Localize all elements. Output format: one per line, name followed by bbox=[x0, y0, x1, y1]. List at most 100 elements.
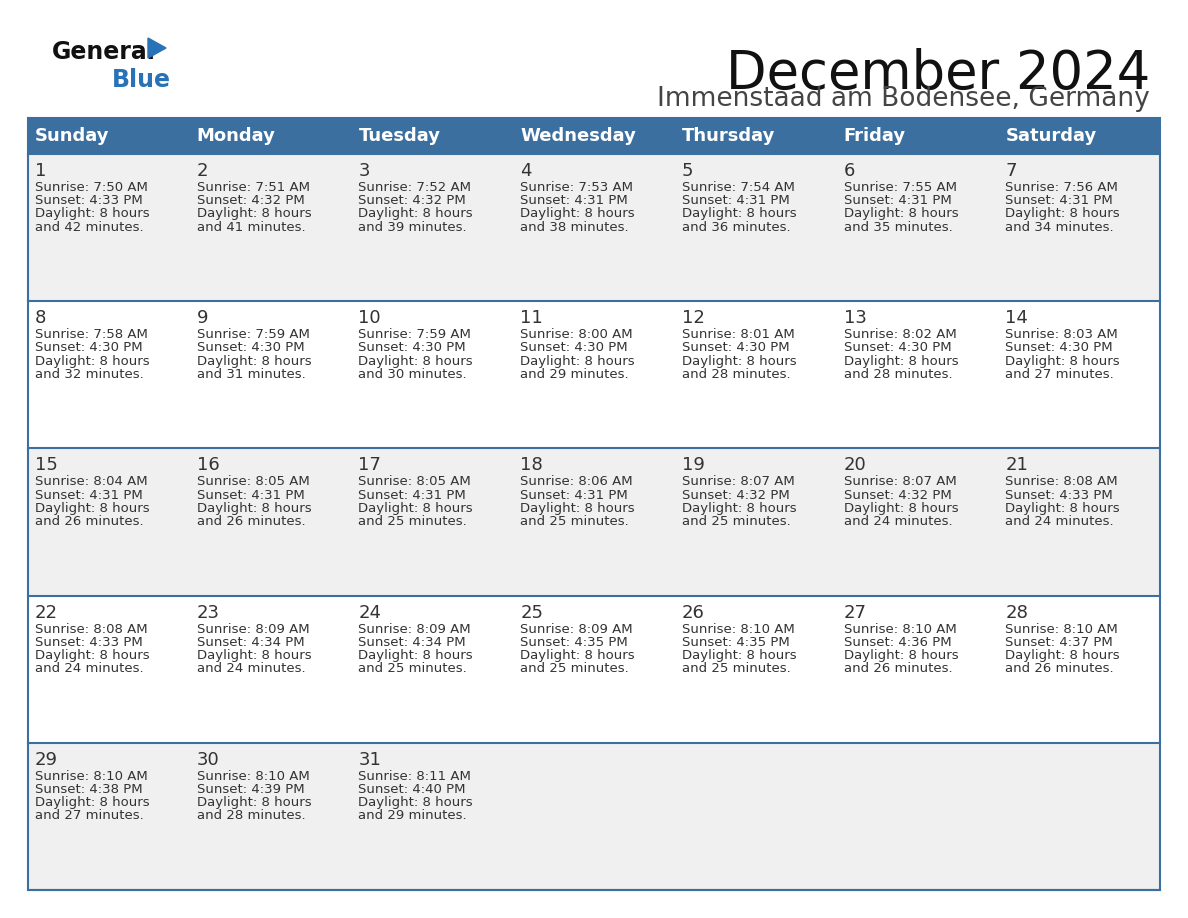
Text: Sunset: 4:30 PM: Sunset: 4:30 PM bbox=[359, 341, 466, 354]
Text: Daylight: 8 hours: Daylight: 8 hours bbox=[34, 354, 150, 367]
Text: Sunrise: 8:00 AM: Sunrise: 8:00 AM bbox=[520, 329, 633, 341]
Text: Sunrise: 7:56 AM: Sunrise: 7:56 AM bbox=[1005, 181, 1118, 194]
Text: and 25 minutes.: and 25 minutes. bbox=[520, 662, 628, 676]
Text: Sunset: 4:33 PM: Sunset: 4:33 PM bbox=[34, 636, 143, 649]
Text: Daylight: 8 hours: Daylight: 8 hours bbox=[359, 502, 473, 515]
Text: Sunrise: 8:01 AM: Sunrise: 8:01 AM bbox=[682, 329, 795, 341]
Text: and 42 minutes.: and 42 minutes. bbox=[34, 220, 144, 233]
Text: 20: 20 bbox=[843, 456, 866, 475]
Bar bbox=[836, 118, 998, 154]
Text: 31: 31 bbox=[359, 751, 381, 768]
Text: and 26 minutes.: and 26 minutes. bbox=[1005, 662, 1114, 676]
Text: Sunrise: 8:05 AM: Sunrise: 8:05 AM bbox=[359, 476, 472, 488]
Text: Thursday: Thursday bbox=[682, 127, 776, 145]
Text: December 2024: December 2024 bbox=[726, 48, 1150, 100]
Text: and 25 minutes.: and 25 minutes. bbox=[359, 515, 467, 528]
Text: Sunset: 4:35 PM: Sunset: 4:35 PM bbox=[520, 636, 628, 649]
Text: and 36 minutes.: and 36 minutes. bbox=[682, 220, 790, 233]
Text: and 30 minutes.: and 30 minutes. bbox=[359, 368, 467, 381]
Text: and 26 minutes.: and 26 minutes. bbox=[843, 662, 953, 676]
Text: Daylight: 8 hours: Daylight: 8 hours bbox=[520, 207, 634, 220]
Bar bbox=[513, 118, 675, 154]
Text: and 24 minutes.: and 24 minutes. bbox=[1005, 515, 1114, 528]
Text: Sunset: 4:31 PM: Sunset: 4:31 PM bbox=[520, 488, 628, 501]
Text: Sunrise: 7:58 AM: Sunrise: 7:58 AM bbox=[34, 329, 147, 341]
Text: Sunset: 4:32 PM: Sunset: 4:32 PM bbox=[843, 488, 952, 501]
Text: Sunset: 4:37 PM: Sunset: 4:37 PM bbox=[1005, 636, 1113, 649]
Text: Sunset: 4:32 PM: Sunset: 4:32 PM bbox=[682, 488, 790, 501]
Text: Sunset: 4:34 PM: Sunset: 4:34 PM bbox=[359, 636, 466, 649]
Text: Sunset: 4:31 PM: Sunset: 4:31 PM bbox=[520, 195, 628, 207]
Text: Sunset: 4:33 PM: Sunset: 4:33 PM bbox=[1005, 488, 1113, 501]
Text: Sunset: 4:31 PM: Sunset: 4:31 PM bbox=[1005, 195, 1113, 207]
Text: 25: 25 bbox=[520, 604, 543, 621]
Text: Sunrise: 8:05 AM: Sunrise: 8:05 AM bbox=[197, 476, 309, 488]
Text: 9: 9 bbox=[197, 309, 208, 327]
Bar bbox=[352, 118, 513, 154]
Text: and 28 minutes.: and 28 minutes. bbox=[682, 368, 790, 381]
Polygon shape bbox=[148, 38, 166, 58]
Text: Daylight: 8 hours: Daylight: 8 hours bbox=[1005, 649, 1120, 662]
Text: Daylight: 8 hours: Daylight: 8 hours bbox=[1005, 207, 1120, 220]
Text: Daylight: 8 hours: Daylight: 8 hours bbox=[520, 502, 634, 515]
Text: 10: 10 bbox=[359, 309, 381, 327]
Text: Sunrise: 8:07 AM: Sunrise: 8:07 AM bbox=[843, 476, 956, 488]
Text: Sunset: 4:31 PM: Sunset: 4:31 PM bbox=[34, 488, 143, 501]
Text: Friday: Friday bbox=[843, 127, 905, 145]
Text: 27: 27 bbox=[843, 604, 866, 621]
Text: Sunrise: 8:08 AM: Sunrise: 8:08 AM bbox=[34, 622, 147, 635]
Text: Sunrise: 8:06 AM: Sunrise: 8:06 AM bbox=[520, 476, 633, 488]
Text: Daylight: 8 hours: Daylight: 8 hours bbox=[843, 649, 959, 662]
Text: 13: 13 bbox=[843, 309, 866, 327]
Bar bbox=[29, 448, 1159, 596]
Text: 1: 1 bbox=[34, 162, 46, 180]
Text: Sunrise: 8:10 AM: Sunrise: 8:10 AM bbox=[34, 770, 147, 783]
Text: and 28 minutes.: and 28 minutes. bbox=[843, 368, 953, 381]
Text: Sunset: 4:30 PM: Sunset: 4:30 PM bbox=[682, 341, 790, 354]
Text: Sunset: 4:30 PM: Sunset: 4:30 PM bbox=[197, 341, 304, 354]
Text: Monday: Monday bbox=[197, 127, 276, 145]
Bar bbox=[190, 118, 352, 154]
Text: Sunset: 4:36 PM: Sunset: 4:36 PM bbox=[843, 636, 952, 649]
Text: 18: 18 bbox=[520, 456, 543, 475]
Text: and 27 minutes.: and 27 minutes. bbox=[34, 810, 144, 823]
Text: Sunrise: 7:52 AM: Sunrise: 7:52 AM bbox=[359, 181, 472, 194]
Text: and 26 minutes.: and 26 minutes. bbox=[34, 515, 144, 528]
Bar bbox=[29, 743, 1159, 890]
Text: Daylight: 8 hours: Daylight: 8 hours bbox=[359, 354, 473, 367]
Text: 8: 8 bbox=[34, 309, 46, 327]
Text: and 28 minutes.: and 28 minutes. bbox=[197, 810, 305, 823]
Text: and 25 minutes.: and 25 minutes. bbox=[520, 515, 628, 528]
Text: Daylight: 8 hours: Daylight: 8 hours bbox=[197, 649, 311, 662]
Text: Sunset: 4:30 PM: Sunset: 4:30 PM bbox=[520, 341, 627, 354]
Text: Sunset: 4:31 PM: Sunset: 4:31 PM bbox=[682, 195, 790, 207]
Text: and 35 minutes.: and 35 minutes. bbox=[843, 220, 953, 233]
Text: and 31 minutes.: and 31 minutes. bbox=[197, 368, 305, 381]
Text: Sunrise: 7:54 AM: Sunrise: 7:54 AM bbox=[682, 181, 795, 194]
Text: Sunset: 4:31 PM: Sunset: 4:31 PM bbox=[843, 195, 952, 207]
Text: Daylight: 8 hours: Daylight: 8 hours bbox=[197, 796, 311, 809]
Text: Sunset: 4:32 PM: Sunset: 4:32 PM bbox=[197, 195, 304, 207]
Text: Sunrise: 8:04 AM: Sunrise: 8:04 AM bbox=[34, 476, 147, 488]
Text: 5: 5 bbox=[682, 162, 694, 180]
Text: and 27 minutes.: and 27 minutes. bbox=[1005, 368, 1114, 381]
Text: and 38 minutes.: and 38 minutes. bbox=[520, 220, 628, 233]
Text: Daylight: 8 hours: Daylight: 8 hours bbox=[843, 207, 959, 220]
Text: Sunrise: 7:55 AM: Sunrise: 7:55 AM bbox=[843, 181, 956, 194]
Text: Sunrise: 7:53 AM: Sunrise: 7:53 AM bbox=[520, 181, 633, 194]
Text: Sunset: 4:30 PM: Sunset: 4:30 PM bbox=[843, 341, 952, 354]
Text: Daylight: 8 hours: Daylight: 8 hours bbox=[843, 354, 959, 367]
Text: Sunrise: 8:10 AM: Sunrise: 8:10 AM bbox=[197, 770, 309, 783]
Text: Sunset: 4:32 PM: Sunset: 4:32 PM bbox=[359, 195, 466, 207]
Text: Sunday: Sunday bbox=[34, 127, 109, 145]
Text: Daylight: 8 hours: Daylight: 8 hours bbox=[197, 354, 311, 367]
Text: 16: 16 bbox=[197, 456, 220, 475]
Text: 3: 3 bbox=[359, 162, 369, 180]
Text: General: General bbox=[52, 40, 156, 64]
Text: and 24 minutes.: and 24 minutes. bbox=[34, 662, 144, 676]
Text: and 41 minutes.: and 41 minutes. bbox=[197, 220, 305, 233]
Text: Sunset: 4:34 PM: Sunset: 4:34 PM bbox=[197, 636, 304, 649]
Bar bbox=[29, 118, 1159, 890]
Text: 28: 28 bbox=[1005, 604, 1028, 621]
Text: and 25 minutes.: and 25 minutes. bbox=[682, 515, 790, 528]
